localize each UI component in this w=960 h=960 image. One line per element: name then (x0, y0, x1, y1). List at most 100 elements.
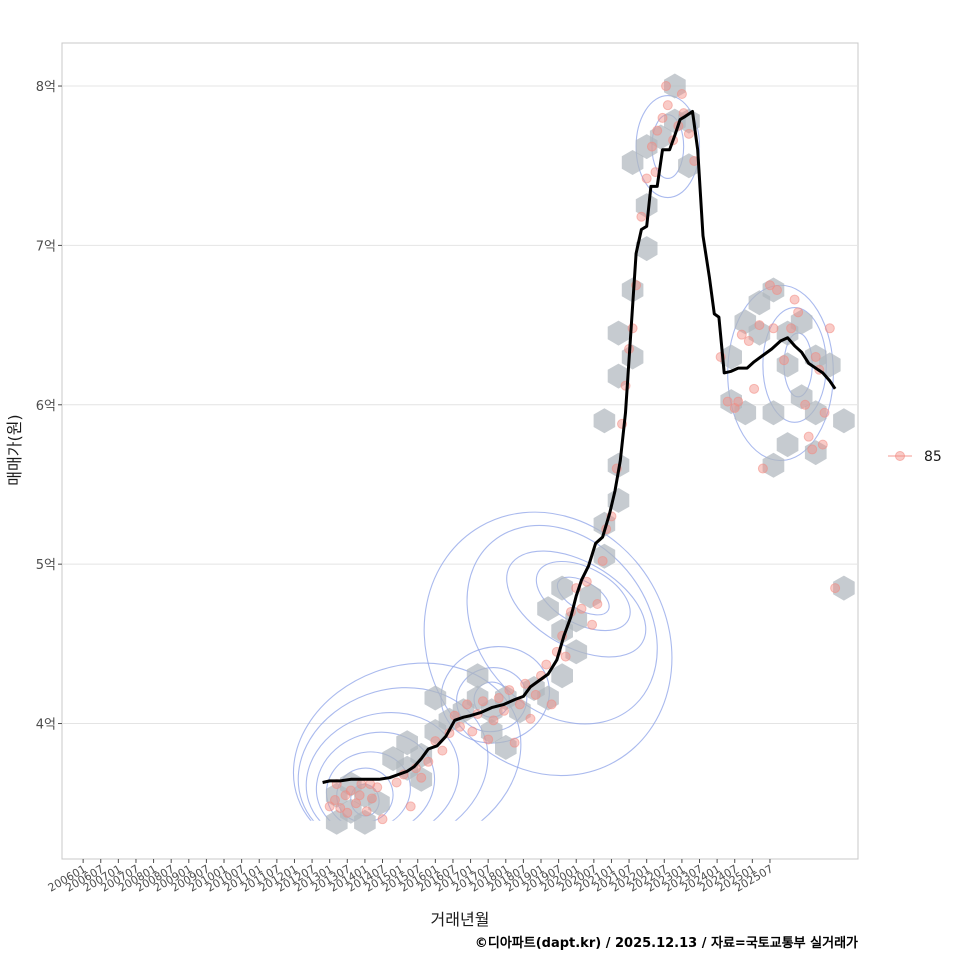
hexbin-cell (537, 596, 559, 622)
hexbin-cell (762, 277, 785, 303)
trend-line-layer (322, 110, 837, 784)
scatter-point (366, 793, 377, 804)
hexbin-cell (762, 400, 785, 426)
scatter-point (793, 307, 804, 318)
scatter-point (324, 801, 335, 812)
scatter-point (455, 721, 465, 732)
scatter-point (819, 407, 830, 418)
hexbin-cell (804, 400, 827, 426)
hexbin-cell (664, 73, 686, 99)
scatter-point (499, 705, 510, 716)
scatter-point (768, 323, 779, 334)
scatter-point (541, 659, 552, 670)
plot-panel (61, 42, 859, 860)
scatter-point (477, 696, 488, 707)
hexbin-cell (607, 320, 630, 346)
scatter-point (530, 689, 541, 700)
scatter-point (405, 801, 416, 812)
scatter-point (683, 128, 694, 139)
hexbin-cell (776, 432, 799, 458)
x-axis-title: 거래년월 (431, 910, 490, 929)
scatter-point (662, 100, 673, 111)
scatter-point (423, 756, 434, 767)
hexbin-cell (621, 150, 644, 175)
hexbin-cell (579, 583, 602, 609)
density-contour (466, 524, 658, 725)
scatter-point (354, 790, 365, 801)
scatter-point (786, 323, 797, 334)
hexbin-cell (678, 153, 700, 179)
scatter-point (356, 779, 367, 790)
hexbin-cell (565, 639, 588, 665)
scatter-point (757, 463, 768, 474)
y-tick-label: 6억 (36, 399, 56, 414)
scatter-point (488, 715, 499, 726)
hexbin-cell (748, 320, 771, 346)
y-tick-label: 7억 (36, 239, 56, 254)
y-tick-label: 5억 (36, 558, 56, 573)
legend-point-swatch (895, 451, 905, 461)
scatter-point (636, 211, 647, 222)
scatter-point (652, 125, 663, 136)
scatter-point (587, 619, 598, 630)
scatter-point (754, 320, 765, 331)
scatter-point (467, 726, 478, 737)
hexbin-cell (790, 309, 813, 335)
scatter-point (657, 112, 668, 123)
scatter-point (676, 89, 687, 99)
density-contour (305, 711, 460, 821)
scatter-point (764, 280, 775, 291)
trend-line (322, 110, 837, 784)
scatter-point (810, 351, 821, 362)
hexbin-cell (424, 685, 447, 711)
scatter-point (597, 555, 608, 566)
caption: ©디아파트(dapt.kr) / 2025.12.13 / 자료=국토교통부 실… (475, 935, 858, 951)
hexbin-cell (734, 400, 757, 426)
hexbin-cell (607, 363, 630, 389)
scatter-point (824, 323, 835, 334)
y-tick-label: 4억 (36, 718, 56, 733)
hexbin-cell (833, 408, 855, 434)
hexbin-cell (509, 698, 531, 724)
scatter-point (771, 285, 782, 296)
y-tick-label: 8억 (36, 80, 56, 95)
legend: 85 (888, 449, 942, 465)
scatter-point (391, 777, 402, 788)
hexbin-cell (762, 452, 785, 478)
hexbin-cell (635, 236, 658, 262)
scatter-point (520, 678, 531, 689)
scatter-point (817, 439, 828, 450)
hexbin-cell (480, 719, 503, 744)
scatter-point (437, 745, 448, 756)
scatter-point (803, 431, 814, 442)
hexbin-cell (551, 575, 573, 601)
scatter-point (342, 807, 353, 818)
grid-lines (62, 85, 858, 725)
scatter-point (377, 814, 388, 825)
scatter-point (525, 713, 536, 724)
hexbin-cell (495, 734, 517, 760)
hexbin-cell (776, 352, 799, 378)
hexbin-cell (593, 543, 616, 569)
scatter-point (736, 329, 747, 340)
scatter-point (722, 396, 733, 407)
scatter-point (800, 399, 811, 410)
scatter-point (733, 396, 744, 407)
scatter-point (361, 806, 372, 817)
scatter-point (641, 173, 652, 184)
x-axis-ticks: 2006012006072007012007072008012008072009… (46, 859, 775, 895)
hexbin-cell (833, 575, 855, 601)
hexbin-cell (720, 344, 742, 370)
hexbin-cell (593, 408, 616, 434)
hexbin-cell (621, 344, 644, 370)
y-axis-ticks: 4억 5억 6억 7억 8억 (36, 80, 62, 733)
scatter-point (592, 599, 603, 609)
scatter-point (749, 383, 760, 394)
hexbin-cell (466, 663, 489, 689)
scatter-point (509, 737, 520, 748)
scatter-point (416, 772, 427, 783)
scatter-point (661, 81, 672, 92)
hexbin-cell (551, 663, 573, 689)
scatter-point (576, 603, 587, 614)
